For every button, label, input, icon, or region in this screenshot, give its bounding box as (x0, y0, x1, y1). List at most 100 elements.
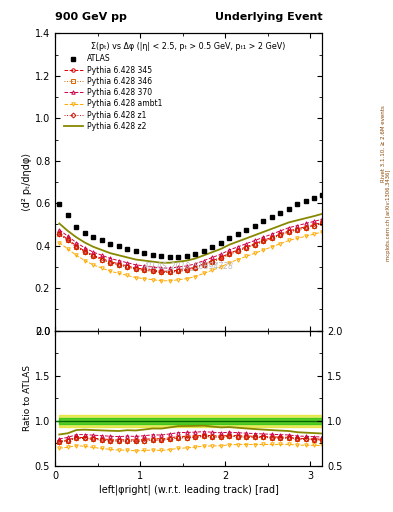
Pythia 6.428 ambt1 (108, 268, 113, 274)
Pythia 6.428 z2 (270, 226, 274, 232)
Pythia 6.428 z2 (176, 259, 181, 265)
Pythia 6.428 345 (134, 265, 138, 271)
Pythia 6.428 345 (312, 221, 317, 227)
Text: 900 GeV pp: 900 GeV pp (55, 11, 127, 22)
Pythia 6.428 370 (320, 216, 325, 222)
Pythia 6.428 z2 (304, 215, 309, 221)
Pythia 6.428 ambt1 (253, 250, 257, 256)
Pythia 6.428 ambt1 (202, 270, 206, 276)
Pythia 6.428 345 (184, 266, 189, 272)
Pythia 6.428 z2 (83, 240, 87, 246)
Pythia 6.428 346 (261, 239, 266, 245)
Y-axis label: Ratio to ATLAS: Ratio to ATLAS (23, 366, 32, 431)
Pythia 6.428 z2 (125, 254, 130, 261)
Pythia 6.428 z1 (83, 249, 87, 255)
Pythia 6.428 345 (74, 243, 79, 249)
Pythia 6.428 z2 (65, 228, 70, 234)
Pythia 6.428 346 (142, 267, 147, 273)
Pythia 6.428 ambt1 (193, 273, 198, 280)
Pythia 6.428 370 (125, 260, 130, 266)
Pythia 6.428 345 (65, 237, 70, 243)
Pythia 6.428 370 (278, 228, 283, 234)
ATLAS (134, 248, 138, 254)
Pythia 6.428 z2 (210, 249, 215, 255)
Pythia 6.428 z1 (295, 227, 300, 233)
Pythia 6.428 370 (184, 263, 189, 269)
Pythia 6.428 ambt1 (159, 278, 164, 284)
X-axis label: left|φright| (w.r.t. leading track) [rad]: left|φright| (w.r.t. leading track) [rad… (99, 485, 279, 496)
Pythia 6.428 346 (202, 262, 206, 268)
Pythia 6.428 345 (227, 250, 232, 256)
Pythia 6.428 z2 (184, 258, 189, 264)
Pythia 6.428 ambt1 (278, 241, 283, 247)
ATLAS (295, 201, 300, 207)
Pythia 6.428 370 (312, 218, 317, 224)
ATLAS (142, 250, 147, 256)
Pythia 6.428 z2 (261, 229, 266, 235)
Pythia 6.428 346 (270, 235, 274, 241)
Pythia 6.428 z1 (65, 238, 70, 244)
Pythia 6.428 346 (184, 267, 189, 273)
Pythia 6.428 z1 (134, 266, 138, 272)
Pythia 6.428 370 (261, 234, 266, 240)
Pythia 6.428 z1 (116, 262, 121, 268)
Pythia 6.428 345 (320, 219, 325, 225)
Pythia 6.428 z2 (295, 217, 300, 223)
Pythia 6.428 345 (151, 267, 155, 273)
Pythia 6.428 ambt1 (320, 229, 325, 235)
Pythia 6.428 z1 (320, 220, 325, 226)
Pythia 6.428 370 (227, 247, 232, 253)
Pythia 6.428 z2 (278, 223, 283, 229)
Pythia 6.428 z1 (253, 242, 257, 248)
Pythia 6.428 370 (176, 264, 181, 270)
Pythia 6.428 z1 (184, 267, 189, 273)
Pythia 6.428 ambt1 (304, 233, 309, 239)
Pythia 6.428 ambt1 (125, 272, 130, 279)
Pythia 6.428 346 (108, 260, 113, 266)
ATLAS (184, 253, 189, 260)
Pythia 6.428 z1 (270, 235, 274, 241)
ATLAS (74, 224, 79, 230)
Pythia 6.428 370 (83, 245, 87, 251)
Pythia 6.428 ambt1 (142, 275, 147, 282)
Pythia 6.428 ambt1 (227, 260, 232, 266)
Pythia 6.428 345 (57, 230, 62, 236)
Pythia 6.428 ambt1 (270, 244, 274, 250)
Pythia 6.428 346 (74, 244, 79, 250)
Pythia 6.428 ambt1 (83, 258, 87, 264)
Pythia 6.428 370 (159, 265, 164, 271)
Pythia 6.428 346 (193, 265, 198, 271)
Text: Underlying Event: Underlying Event (215, 11, 322, 22)
Pythia 6.428 ambt1 (151, 276, 155, 283)
Pythia 6.428 346 (235, 248, 240, 254)
ATLAS (312, 195, 317, 201)
Pythia 6.428 370 (270, 231, 274, 237)
ATLAS (202, 248, 206, 254)
Pythia 6.428 z1 (159, 269, 164, 275)
Pythia 6.428 z1 (278, 232, 283, 238)
Pythia 6.428 z2 (312, 213, 317, 219)
Pythia 6.428 z1 (57, 231, 62, 237)
Pythia 6.428 ambt1 (134, 274, 138, 281)
Pythia 6.428 345 (116, 261, 121, 267)
Pythia 6.428 345 (99, 255, 104, 262)
Pythia 6.428 z1 (244, 245, 249, 251)
Pythia 6.428 370 (57, 227, 62, 233)
ATLAS (193, 251, 198, 258)
Pythia 6.428 z1 (99, 257, 104, 263)
Pythia 6.428 ambt1 (261, 247, 266, 253)
Line: Pythia 6.428 370: Pythia 6.428 370 (57, 218, 324, 270)
Pythia 6.428 345 (219, 254, 223, 261)
Pythia 6.428 z1 (167, 269, 172, 275)
Text: ATLAS_2010_S8894728: ATLAS_2010_S8894728 (143, 261, 234, 270)
Pythia 6.428 346 (219, 255, 223, 262)
Line: Pythia 6.428 ambt1: Pythia 6.428 ambt1 (57, 230, 324, 283)
Pythia 6.428 345 (286, 228, 291, 234)
Pythia 6.428 370 (253, 238, 257, 244)
Pythia 6.428 z2 (151, 259, 155, 265)
ATLAS (278, 210, 283, 216)
Pythia 6.428 z1 (304, 225, 309, 231)
Pythia 6.428 370 (210, 254, 215, 261)
Pythia 6.428 370 (74, 240, 79, 246)
Pythia 6.428 ambt1 (295, 235, 300, 241)
